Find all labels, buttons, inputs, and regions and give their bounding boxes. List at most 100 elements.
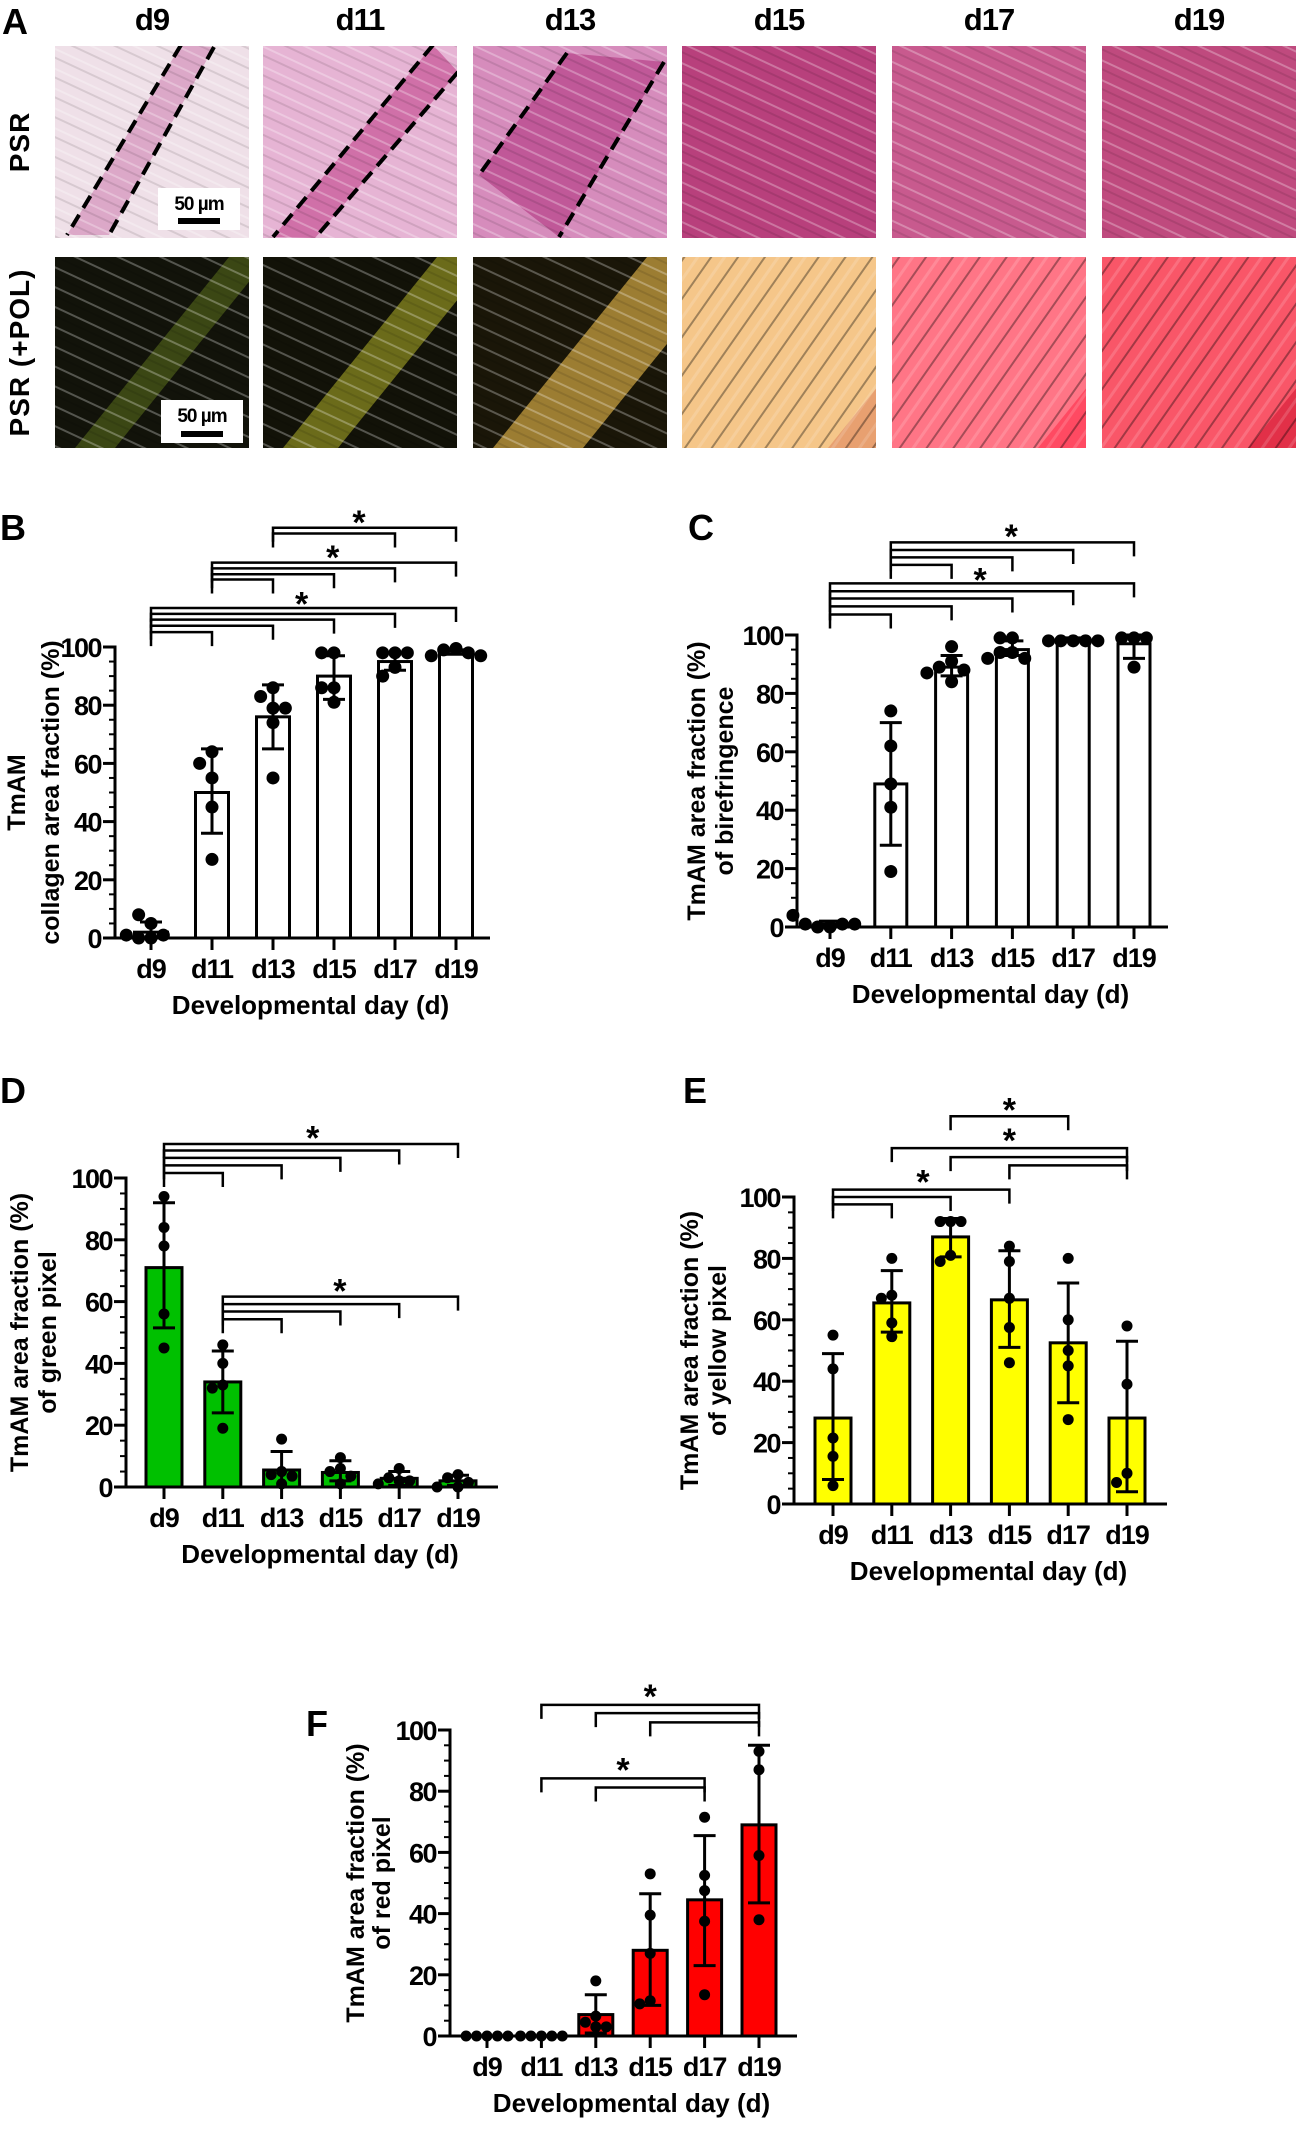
pol-micrograph [263,257,457,448]
x-tick-label: d11 [191,954,234,984]
x-tick-label: d15 [312,954,357,984]
y-tick-label: 100 [739,1183,780,1213]
data-point-d15 [315,681,329,695]
data-point-d19 [753,1849,765,1861]
data-point-d11 [205,852,219,866]
data-point-d13 [955,1216,967,1228]
psr-micrograph [55,46,249,238]
chart-panel-d: D 0 20 40 60 80 100 d9 d11 d13 d15 d17 d19 Developmen… [0,1070,498,1569]
data-point-d17 [393,1475,405,1487]
x-tick-label: d19 [1112,943,1157,973]
psr-micrograph [263,46,457,238]
data-point-d13 [579,2016,591,2028]
data-point-d15 [327,681,341,695]
data-point-d13 [932,660,946,674]
significance-bracket [210,578,275,594]
scale-bar: 50 µm [161,400,243,443]
psr-micrograph [682,46,876,238]
data-point-d9 [158,1240,170,1252]
data-point-d9 [132,908,146,922]
significance-star: * [974,562,988,600]
pol-micrograph [473,257,667,448]
data-point-d17 [393,1462,405,1474]
panel-label: B [0,507,26,548]
data-point-d13 [266,771,280,785]
significance-bracket [949,1115,1070,1131]
x-tick-label: d17 [683,2052,727,2082]
pol-micrograph [682,257,876,448]
boundary-dashed-line [65,46,183,237]
data-point-d17 [1042,634,1055,648]
x-tick-label: d15 [988,1520,1033,1550]
x-tick-label: d17 [1051,943,1095,973]
significance-bracket [221,1317,283,1334]
x-tick-label: d13 [260,1503,305,1533]
data-point-d9 [144,916,158,930]
y-tick-label: 80 [74,691,102,721]
bar-d15 [989,1298,1029,1506]
data-point-d9 [158,1342,170,1354]
data-point-d15 [334,1452,346,1464]
data-point-d19 [424,649,438,663]
panel-label: E [683,1070,707,1111]
charts: B 0 20 40 60 80 100 d9 d11 d13 d15 d17 d19 Developmen… [0,504,1168,2118]
data-point-d13 [600,2021,612,2033]
data-point-d15 [981,651,995,665]
data-point-d11 [217,1339,229,1351]
y-tick-label: 60 [753,1306,781,1336]
data-point-d11 [206,1382,218,1394]
x-axis-title: Developmental day (d) [493,2088,770,2118]
data-point-d9 [848,917,862,931]
y-tick-label: 0 [769,913,783,943]
boundary-dashed-line [557,60,666,238]
bar-d15 [316,674,352,940]
data-point-d19 [461,646,475,660]
x-tick-label: d15 [319,1503,364,1533]
chart-panel-e: E 0 20 40 60 80 100 d9 d11 d13 d15 d17 d19 Developmen… [676,1070,1167,1586]
data-point-d13 [945,1216,957,1228]
panel-label: F [306,1703,328,1744]
x-tick-label: d11 [202,1503,245,1533]
data-point-d17 [1091,634,1105,648]
y-tick-label: 0 [87,924,101,954]
x-tick-label: d13 [930,943,975,973]
data-point-d13 [286,1470,298,1482]
data-point-d13 [590,2021,602,2033]
scale-bar-line [178,218,220,224]
boundary-dashed-line [313,70,457,238]
error-bar-d19 [1116,1339,1138,1494]
y-axis-title-line: TmAM [3,754,31,830]
significance-bracket [831,1203,894,1219]
data-point-d17 [1062,1414,1074,1426]
significance-bracket [271,532,397,548]
y-axis-title-line: of yellow pixel [704,1265,732,1436]
data-point-d9 [158,1221,170,1233]
data-point-d19 [1121,1320,1133,1332]
data-point-d15 [334,1462,346,1474]
chart-panel-c: C 0 20 40 60 80 100 d9 d11 d13 d15 d17 d19 Developmen… [683,507,1168,1009]
panel-label: C [688,507,714,548]
data-point-d15 [327,646,341,660]
y-tick-label: 80 [85,1226,113,1256]
x-tick-label: d17 [373,954,417,984]
data-point-d11 [886,1289,898,1301]
significance-bracket [149,630,214,647]
panel-label-a: A [2,1,28,42]
boundary-dashed-line [107,46,216,236]
significance-star: * [326,539,340,577]
x-axis-title: Developmental day (d) [850,1556,1127,1586]
psr-micrograph [473,46,667,238]
data-point-d9 [827,1432,839,1444]
y-tick-label: 80 [753,1244,781,1274]
x-tick-label: d11 [870,943,913,973]
x-tick-label: d9 [818,1520,848,1550]
y-tick-label: 100 [71,1164,112,1194]
y-tick-label: 60 [756,738,784,768]
data-point-d11 [193,756,207,770]
significance-bracket [889,563,953,579]
data-point-d17 [699,1811,711,1823]
data-point-d13 [266,716,280,730]
data-point-d13 [266,681,280,695]
data-point-d11 [217,1357,229,1369]
